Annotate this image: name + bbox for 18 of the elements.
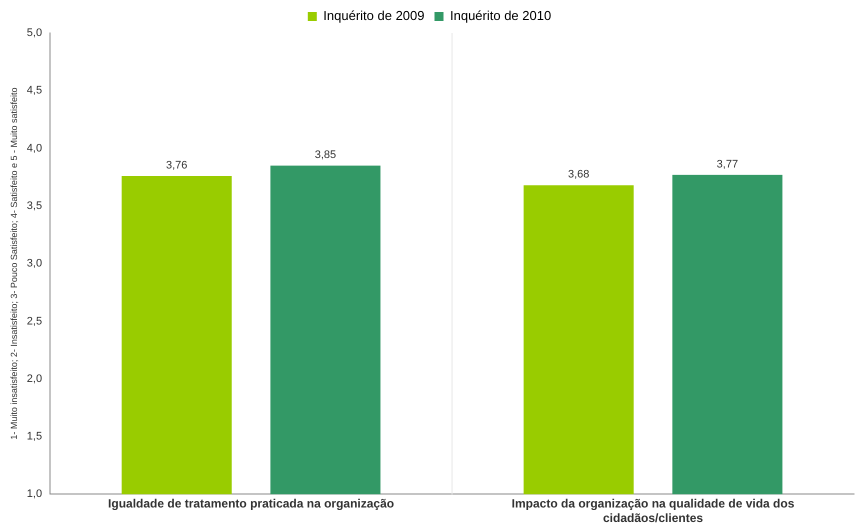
y-tick-label: 1,0 [26, 488, 42, 500]
y-tick-label: 3,0 [26, 258, 42, 270]
data-label: 3,68 [568, 168, 590, 181]
legend-label: Inquérito de 2010 [450, 8, 552, 24]
y-tick-label: 4,0 [26, 142, 42, 154]
data-label: 3,77 [716, 158, 738, 170]
legend-label: Inquérito de 2009 [323, 8, 425, 24]
y-tick-label: 2,0 [26, 372, 42, 385]
y-axis-title: 1- Muito insatisfeito; 2- Insatisfeito; 3- Pouco Satisfeito; 4- Satisfeito e 5 - Muito satisfeito [8, 88, 19, 440]
y-tick-label: 5,0 [26, 27, 42, 40]
y-tick-label: 4,5 [26, 84, 42, 97]
data-label: 3,85 [314, 149, 336, 162]
x-tick-label: Impacto da organização na qualidade de vida dos cidadãos/clientes [512, 496, 795, 526]
y-tick-label: 2,5 [26, 315, 42, 328]
data-label: 3,76 [166, 160, 188, 172]
y-tick-label: 3,5 [26, 200, 42, 212]
y-tick-label: 1,5 [26, 430, 42, 443]
x-tick-label: Igualdade de tratamento praticada na organização [108, 496, 394, 511]
